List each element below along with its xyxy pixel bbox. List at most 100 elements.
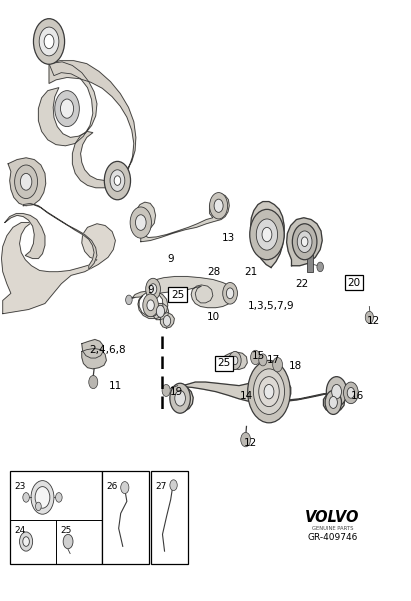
Text: 20: 20 [347, 278, 360, 287]
Circle shape [31, 481, 54, 514]
FancyBboxPatch shape [151, 471, 188, 564]
Circle shape [259, 354, 267, 366]
Circle shape [136, 215, 146, 230]
Circle shape [325, 391, 342, 415]
Polygon shape [5, 213, 45, 258]
Bar [307, 233, 313, 272]
Text: 18: 18 [289, 361, 302, 371]
Circle shape [60, 99, 74, 118]
Circle shape [44, 34, 54, 49]
Text: 21: 21 [244, 267, 257, 277]
Circle shape [251, 350, 261, 365]
Polygon shape [266, 393, 345, 412]
Text: 10: 10 [207, 312, 220, 322]
Circle shape [292, 224, 317, 260]
Text: 9: 9 [167, 254, 174, 263]
Circle shape [332, 385, 342, 399]
Circle shape [301, 237, 308, 246]
Polygon shape [160, 313, 174, 328]
Polygon shape [152, 304, 169, 320]
Circle shape [223, 282, 238, 304]
Circle shape [126, 295, 132, 305]
Circle shape [272, 358, 282, 372]
Text: 11: 11 [109, 380, 122, 391]
Polygon shape [251, 201, 284, 267]
Circle shape [259, 377, 279, 407]
Polygon shape [223, 352, 247, 370]
Text: 19: 19 [170, 386, 183, 397]
Text: 15: 15 [252, 350, 266, 361]
Text: 25: 25 [60, 526, 71, 535]
Polygon shape [8, 158, 46, 206]
Circle shape [35, 487, 50, 508]
Polygon shape [2, 222, 115, 314]
Circle shape [162, 385, 170, 397]
Circle shape [365, 311, 374, 323]
Text: 2,4,6,8: 2,4,6,8 [89, 344, 125, 355]
Circle shape [344, 382, 358, 404]
Circle shape [15, 165, 37, 198]
Circle shape [262, 227, 272, 242]
Text: 27: 27 [155, 482, 167, 491]
Circle shape [23, 537, 29, 546]
Text: 13: 13 [222, 233, 235, 243]
Circle shape [329, 397, 337, 409]
Circle shape [55, 91, 79, 127]
Circle shape [241, 432, 251, 447]
Text: 25: 25 [171, 290, 184, 299]
Polygon shape [172, 379, 291, 411]
Circle shape [114, 175, 121, 185]
Polygon shape [23, 203, 97, 269]
Polygon shape [135, 194, 229, 242]
Circle shape [104, 162, 131, 200]
Circle shape [110, 170, 125, 191]
Circle shape [297, 231, 312, 252]
Text: 16: 16 [351, 391, 364, 401]
Polygon shape [38, 62, 97, 146]
Text: VOLVO: VOLVO [305, 510, 360, 525]
Circle shape [226, 288, 234, 299]
Circle shape [35, 502, 41, 511]
Circle shape [39, 27, 59, 56]
Circle shape [170, 480, 177, 490]
Circle shape [347, 388, 355, 398]
Circle shape [20, 532, 32, 551]
Text: 17: 17 [266, 355, 280, 365]
Text: 14: 14 [240, 391, 253, 401]
Text: 9: 9 [147, 285, 154, 294]
Circle shape [143, 294, 158, 317]
Text: 28: 28 [207, 267, 220, 277]
Circle shape [63, 534, 73, 549]
Polygon shape [82, 340, 103, 358]
Circle shape [121, 481, 129, 493]
Circle shape [264, 385, 274, 399]
Circle shape [210, 192, 228, 219]
Circle shape [156, 305, 164, 317]
Polygon shape [82, 349, 106, 369]
Circle shape [254, 369, 284, 415]
Circle shape [232, 356, 238, 365]
Text: 24: 24 [15, 526, 26, 535]
Circle shape [248, 361, 290, 423]
Text: 22: 22 [295, 279, 308, 289]
Text: GR-409746: GR-409746 [307, 533, 358, 542]
Text: 23: 23 [15, 482, 26, 491]
FancyBboxPatch shape [10, 471, 102, 564]
Text: 25: 25 [217, 358, 231, 368]
Text: 12: 12 [367, 317, 380, 326]
Polygon shape [149, 276, 234, 308]
Polygon shape [286, 218, 322, 266]
Text: GENUINE PARTS: GENUINE PARTS [312, 526, 353, 531]
Circle shape [23, 493, 29, 502]
Text: 12: 12 [244, 438, 257, 448]
Circle shape [55, 493, 62, 502]
Circle shape [229, 352, 241, 370]
Circle shape [149, 284, 157, 294]
Text: 26: 26 [106, 482, 118, 491]
Text: 1,3,5,7,9: 1,3,5,7,9 [248, 302, 294, 311]
Circle shape [33, 19, 65, 64]
FancyBboxPatch shape [102, 471, 149, 564]
Circle shape [326, 377, 347, 407]
Circle shape [147, 300, 154, 311]
Polygon shape [133, 291, 168, 319]
